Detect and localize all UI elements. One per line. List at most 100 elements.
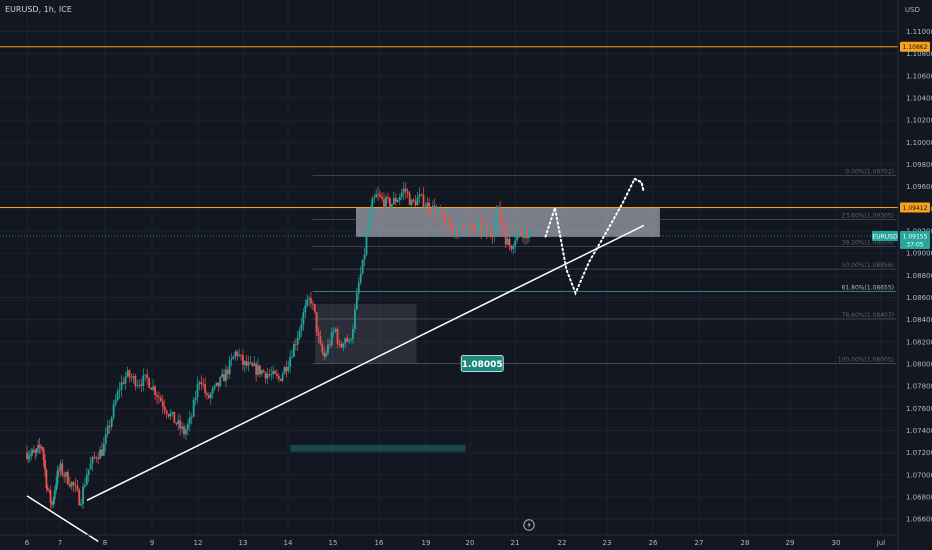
candle-body <box>416 197 419 206</box>
candle-body <box>41 447 44 450</box>
candle-body <box>373 197 376 199</box>
candle-body <box>173 411 176 423</box>
fib-level-label: 78.60%(1.08407) <box>842 312 894 319</box>
symbol-tag <box>872 231 898 242</box>
price-tick-label: 1.07800 <box>906 383 932 391</box>
candle-body <box>383 199 385 209</box>
trendline[interactable] <box>26 495 99 543</box>
candle-body <box>274 371 276 374</box>
candle-body <box>35 448 38 453</box>
fib-retracement[interactable]: 0.00%(1.09702) 23.60%(1.09305) 38.20%(1.09… <box>0 168 898 364</box>
candle-body <box>99 449 101 459</box>
candle-body <box>110 417 113 427</box>
candle-body <box>400 192 403 197</box>
projection-path[interactable] <box>544 177 645 296</box>
candle-body <box>381 196 383 200</box>
candle-body <box>183 426 185 435</box>
candle-body <box>414 200 417 206</box>
candle-body <box>433 205 436 215</box>
candle-body <box>371 198 374 211</box>
candle-body <box>285 367 288 372</box>
candle-body <box>156 395 158 397</box>
candle-body <box>497 206 500 212</box>
time-tick-label: 29 <box>786 539 795 547</box>
candle-body <box>311 303 314 305</box>
candle-body <box>375 194 378 198</box>
candle-body <box>332 331 335 333</box>
candle-body <box>310 298 312 304</box>
candle-body <box>270 374 273 376</box>
candle-body <box>315 312 318 332</box>
candle-body <box>175 422 178 425</box>
trendline[interactable] <box>86 224 645 502</box>
candle-body <box>491 234 494 237</box>
candle-body <box>262 370 265 373</box>
candle-body <box>136 385 139 387</box>
candle-body <box>363 254 366 260</box>
time-tick-label: 26 <box>649 539 658 547</box>
candle-body <box>238 354 241 356</box>
candle-body <box>281 374 284 381</box>
candle-body <box>217 382 220 387</box>
candle-body <box>37 444 39 449</box>
candle-body <box>266 374 269 379</box>
time-axis[interactable]: 6 7 8 9 12 13 14 15 16 19 20 21 22 23 26 27 28 29 30 Jul <box>25 539 886 547</box>
candle-body <box>89 463 92 470</box>
candle-body <box>476 223 479 231</box>
chart-title: EURUSD, 1h, ICE <box>5 5 72 14</box>
candle-body <box>482 227 484 232</box>
candle-body <box>28 455 31 457</box>
candle-body <box>313 304 316 313</box>
price-axis[interactable]: 1.11000 1.10800 1.10600 1.10400 1.10200 1.100… <box>906 28 932 524</box>
candle-body <box>499 206 501 219</box>
candle-body <box>120 382 123 390</box>
candle-body <box>215 382 218 386</box>
candle-body <box>198 382 201 385</box>
candle-body <box>206 393 208 395</box>
candle-body <box>177 420 180 425</box>
candle-body <box>150 387 153 390</box>
candle-body <box>448 219 451 228</box>
candle-body <box>251 362 254 366</box>
candle-body <box>516 234 519 241</box>
countdown-label: 37:05 <box>906 241 923 248</box>
candle-body <box>357 282 360 294</box>
candle-body <box>385 197 387 209</box>
trendlines[interactable] <box>26 224 645 543</box>
candle-body <box>67 472 69 485</box>
candle-body <box>526 229 528 239</box>
candle-body <box>478 221 481 224</box>
fib-level-label: 50.00%(1.08856) <box>842 262 894 269</box>
candle-body <box>365 235 368 255</box>
callout-box <box>460 355 504 372</box>
candle-body <box>200 382 203 384</box>
candle-body <box>30 453 33 456</box>
candle-body <box>116 391 119 401</box>
candle-body <box>520 231 523 236</box>
candle-body <box>379 194 381 197</box>
candle-body <box>52 499 55 505</box>
time-tick-label: 23 <box>603 539 612 547</box>
candle-body <box>402 188 405 193</box>
candle-body <box>424 206 427 208</box>
lightning-icon[interactable] <box>523 519 535 531</box>
candle-body <box>518 231 521 235</box>
candle-body <box>213 385 216 389</box>
candle-body <box>457 221 460 234</box>
candle-body <box>392 198 395 205</box>
projection-dotted-path[interactable] <box>544 177 645 296</box>
candle-body <box>144 374 147 376</box>
candle-body <box>428 202 431 212</box>
price-tick-label: 1.09600 <box>906 183 932 191</box>
candle-body <box>211 388 214 394</box>
candle-body <box>236 351 239 356</box>
time-tick-label: 21 <box>511 539 520 547</box>
candle-body <box>522 235 524 238</box>
candle-body <box>202 383 205 385</box>
candle-body <box>242 355 244 365</box>
candle-body <box>530 230 532 233</box>
candle-body <box>289 357 292 367</box>
candle-body <box>472 226 475 230</box>
